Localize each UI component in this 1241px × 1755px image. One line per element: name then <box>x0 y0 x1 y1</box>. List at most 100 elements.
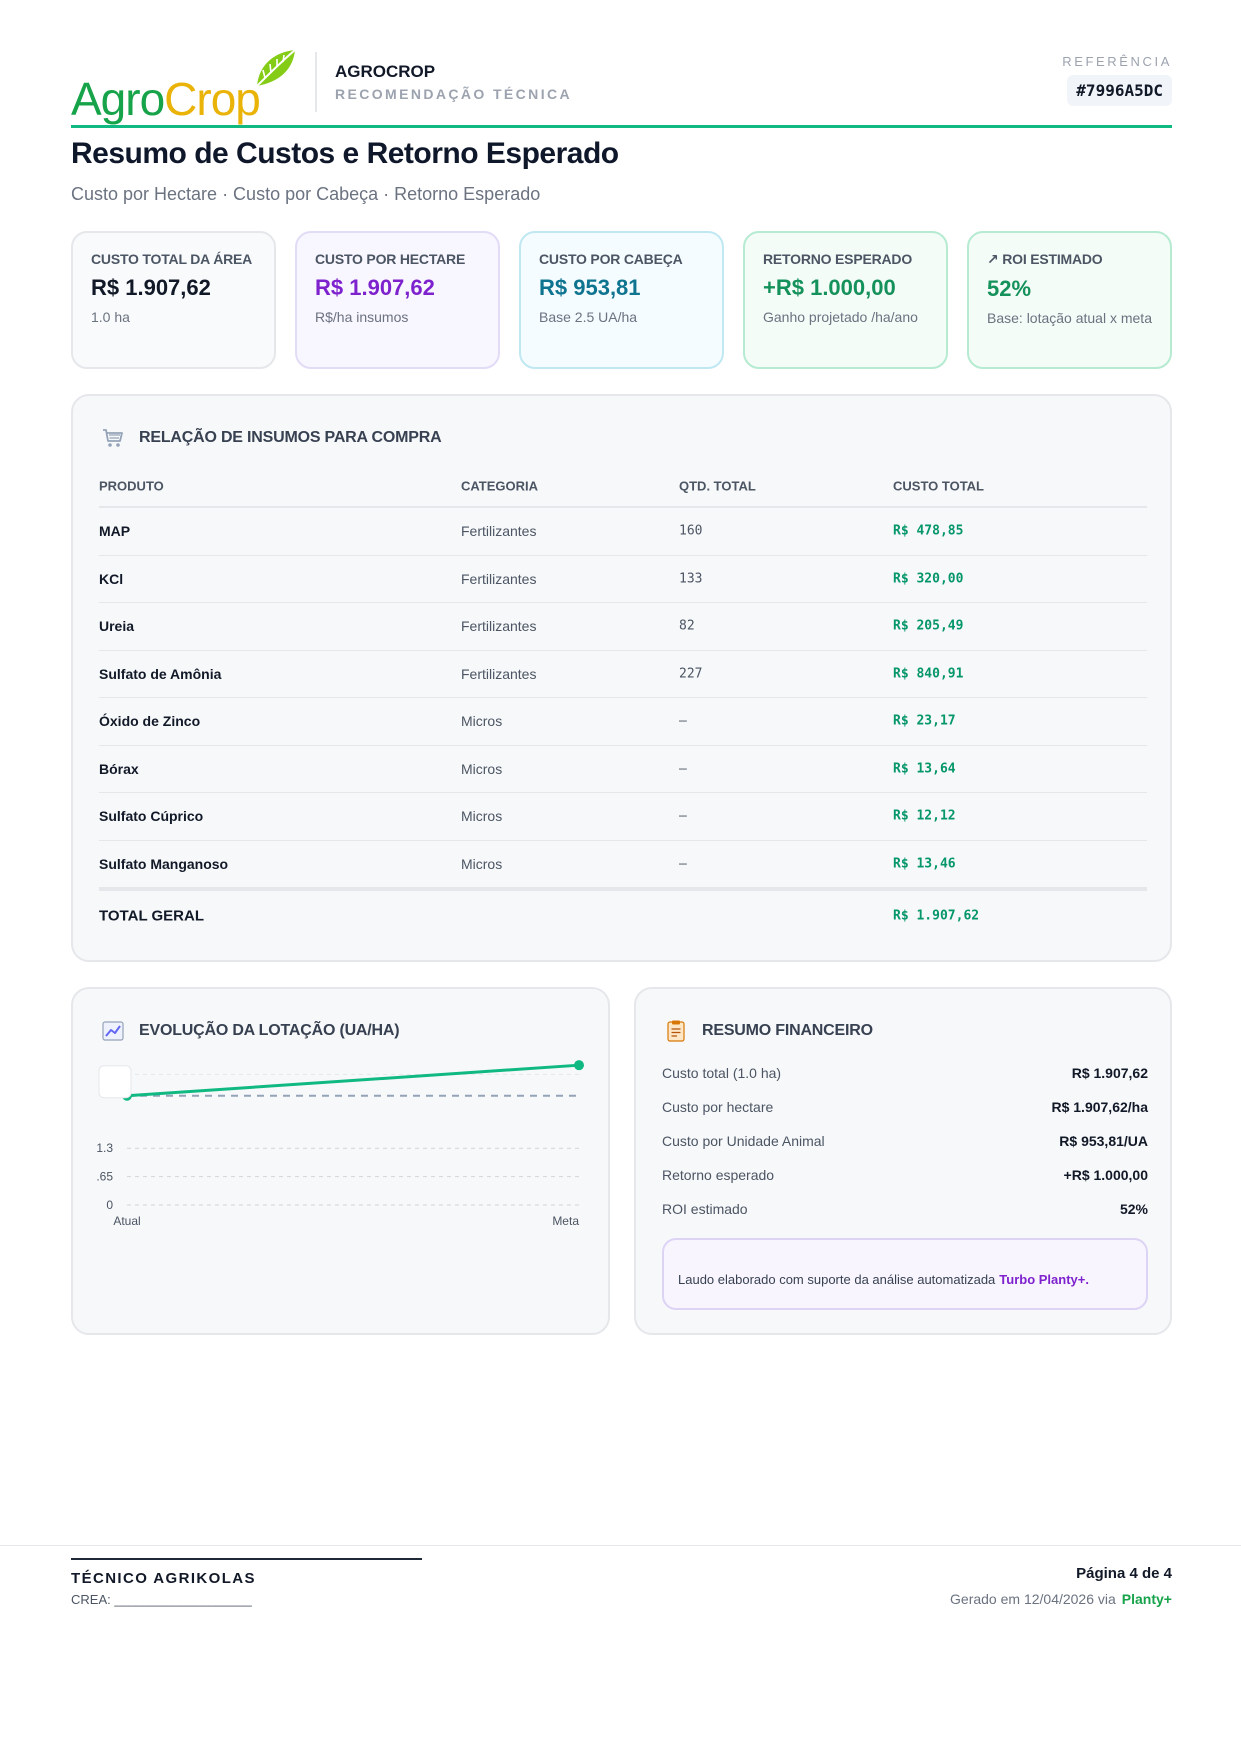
y-tick-label: 0.65 <box>97 1170 113 1184</box>
table-row: Sulfato Manganoso Micros — R$ 13,46 <box>99 841 1147 888</box>
column-header-cost: CUSTO TOTAL <box>893 478 984 494</box>
cell-category: Fertilizantes <box>461 665 537 682</box>
table-row: Bórax Micros — R$ 13,64 <box>99 746 1147 793</box>
cell-category: Micros <box>461 713 503 730</box>
finance-label: Custo total (1.0 ha) <box>662 1065 782 1081</box>
total-label: TOTAL GERAL <box>99 907 204 924</box>
generated-text: Gerado em 12/04/2026 via <box>950 1591 1116 1607</box>
cell-qty: 133 <box>679 571 703 587</box>
cell-cost: R$ 840,91 <box>893 666 964 682</box>
finance-value: R$ 1.907,62/ha <box>1051 1099 1148 1115</box>
kpi-note: Base 2.5 UA/ha <box>539 309 638 325</box>
note-text: Laudo elaborado com suporte da análise a… <box>678 1271 996 1287</box>
logo-wordmark: AgroCrop <box>71 72 261 126</box>
cell-cost: R$ 205,49 <box>893 618 964 634</box>
kpi-note: 1.0 ha <box>91 309 130 325</box>
column-header-qty: QTD. TOTAL <box>679 478 756 494</box>
kpi-card-roi: ↗ ROI ESTIMADO 52% Base: lotação atual x… <box>967 231 1172 369</box>
panel-title: EVOLUÇÃO DA LOTAÇÃO (UA/HA) <box>139 1022 400 1039</box>
finance-label: Custo por hectare <box>662 1099 774 1115</box>
header-underline <box>71 125 1172 128</box>
cell-product: Ureia <box>99 618 135 635</box>
generated-info: Gerado em 12/04/2026 via Planty+ <box>950 1591 1172 1607</box>
finance-value: 52% <box>1119 1201 1148 1217</box>
reference-label: REFERÊNCIA <box>1062 54 1172 69</box>
cell-product: Sulfato de Amônia <box>99 665 222 682</box>
finance-value: +R$ 1.000,00 <box>1063 1167 1148 1183</box>
table-total-row: TOTAL GERAL R$ 1.907,62 <box>99 888 1147 940</box>
panel-title: RELAÇÃO DE INSUMOS PARA COMPRA <box>139 429 442 446</box>
stocking-chart-panel: EVOLUÇÃO DA LOTAÇÃO (UA/HA) 0 0.65 1.3 Atua… <box>71 987 610 1335</box>
kpi-value: R$ 953,81 <box>539 275 641 300</box>
kpi-card-expected-return: RETORNO ESPERADO +R$ 1.000,00 Ganho proj… <box>743 231 948 369</box>
panel-header: RESUMO FINANCEIRO <box>664 1019 873 1043</box>
kpi-cards: CUSTO TOTAL DA ÁREA R$ 1.907,62 1.0 ha C… <box>71 231 1172 369</box>
kpi-label: ↗ ROI ESTIMADO <box>987 251 1103 267</box>
table-row: MAP Fertilizantes 160 R$ 478,85 <box>99 508 1147 556</box>
kpi-label: CUSTO TOTAL DA ÁREA <box>91 251 253 267</box>
cell-cost: R$ 13,64 <box>893 761 956 777</box>
kpi-card-total-cost: CUSTO TOTAL DA ÁREA R$ 1.907,62 1.0 ha <box>71 231 276 369</box>
kpi-card-cost-per-head: CUSTO POR CABEÇA R$ 953,81 Base 2.5 UA/h… <box>519 231 724 369</box>
page-number: Página 4 de 4 <box>1076 1565 1172 1582</box>
cell-product: Bórax <box>99 760 139 777</box>
cell-cost: R$ 320,00 <box>893 571 964 587</box>
finance-label: ROI estimado <box>662 1201 748 1217</box>
page-subtitle: Custo por Hectare · Custo por Cabeça · R… <box>71 184 541 204</box>
cell-qty: — <box>679 808 687 824</box>
finance-row: Custo por hectare R$ 1.907,62/ha <box>662 1093 1148 1127</box>
cell-qty: 227 <box>679 666 703 682</box>
analysis-note: Laudo elaborado com suporte da análise a… <box>662 1238 1148 1310</box>
cell-cost: R$ 12,12 <box>893 808 956 824</box>
cell-product: KCl <box>99 570 124 587</box>
inputs-table: PRODUTO CATEGORIA QTD. TOTAL CUSTO TOTAL… <box>99 466 1147 940</box>
cell-cost: R$ 23,17 <box>893 713 956 729</box>
total-value: R$ 1.907,62 <box>893 908 980 923</box>
note-brand: Turbo Planty+. <box>999 1271 1089 1287</box>
signature-line <box>71 1558 422 1560</box>
finance-row: Custo por Unidade Animal R$ 953,81/UA <box>662 1127 1148 1161</box>
cart-icon <box>103 429 123 447</box>
footer-divider <box>0 1545 1241 1546</box>
y-tick-label: 1.3 <box>97 1141 113 1155</box>
column-header-category: CATEGORIA <box>461 478 539 494</box>
table-header-row: PRODUTO CATEGORIA QTD. TOTAL CUSTO TOTAL <box>99 466 1147 508</box>
cell-category: Fertilizantes <box>461 570 537 587</box>
kpi-note: R$/ha insumos <box>315 309 409 325</box>
cell-qty: 160 <box>679 523 703 539</box>
series-line <box>126 1063 580 1098</box>
panel-header: RELAÇÃO DE INSUMOS PARA COMPRA <box>101 426 442 450</box>
table-row: Sulfato de Amônia Fertilizantes 227 R$ 8… <box>99 651 1147 698</box>
kpi-label: RETORNO ESPERADO <box>763 251 913 267</box>
cell-qty: 82 <box>679 618 695 634</box>
page-title: Resumo de Custos e Retorno Esperado <box>71 137 619 170</box>
stocking-line-chart: 0 0.65 1.3 Atual Meta <box>97 1060 584 1227</box>
table-row: KCl Fertilizantes 133 R$ 320,00 <box>99 556 1147 603</box>
finance-row: Retorno esperado +R$ 1.000,00 <box>662 1161 1148 1195</box>
cell-product: Óxido de Zinco <box>99 713 201 730</box>
cell-product: MAP <box>99 523 131 540</box>
reference-block: REFERÊNCIA #7996A5DC <box>1062 54 1172 106</box>
kpi-value: R$ 1.907,62 <box>315 275 435 300</box>
cell-product: Sulfato Cúprico <box>99 808 204 825</box>
finance-label: Custo por Unidade Animal <box>662 1133 825 1149</box>
x-tick-label: Meta <box>552 1214 579 1227</box>
reference-code: #7996A5DC <box>1067 75 1172 106</box>
column-header-product: PRODUTO <box>99 478 164 494</box>
kpi-value: 52% <box>987 276 1032 301</box>
kpi-label: CUSTO POR CABEÇA <box>539 251 683 267</box>
cell-product: Sulfato Manganoso <box>99 855 229 872</box>
kpi-value: R$ 1.907,62 <box>91 275 211 300</box>
financial-summary-panel: RESUMO FINANCEIRO Custo total (1.0 ha) R… <box>634 987 1172 1335</box>
table-row: Sulfato Cúprico Micros — R$ 12,12 <box>99 793 1147 841</box>
header-divider <box>315 52 317 112</box>
finance-label: Retorno esperado <box>662 1167 775 1183</box>
logo-crop: Crop <box>164 73 261 125</box>
cell-category: Micros <box>461 808 503 825</box>
agrocrop-logo: AgroCrop <box>71 48 301 126</box>
kpi-note: Ganho projetado /ha/ano <box>763 309 918 325</box>
report-header: AgroCrop AGROCROP RECOMENDAÇÃO TÉCNICA R… <box>71 44 1172 128</box>
cell-category: Micros <box>461 760 503 777</box>
leaf-icon <box>256 49 296 87</box>
